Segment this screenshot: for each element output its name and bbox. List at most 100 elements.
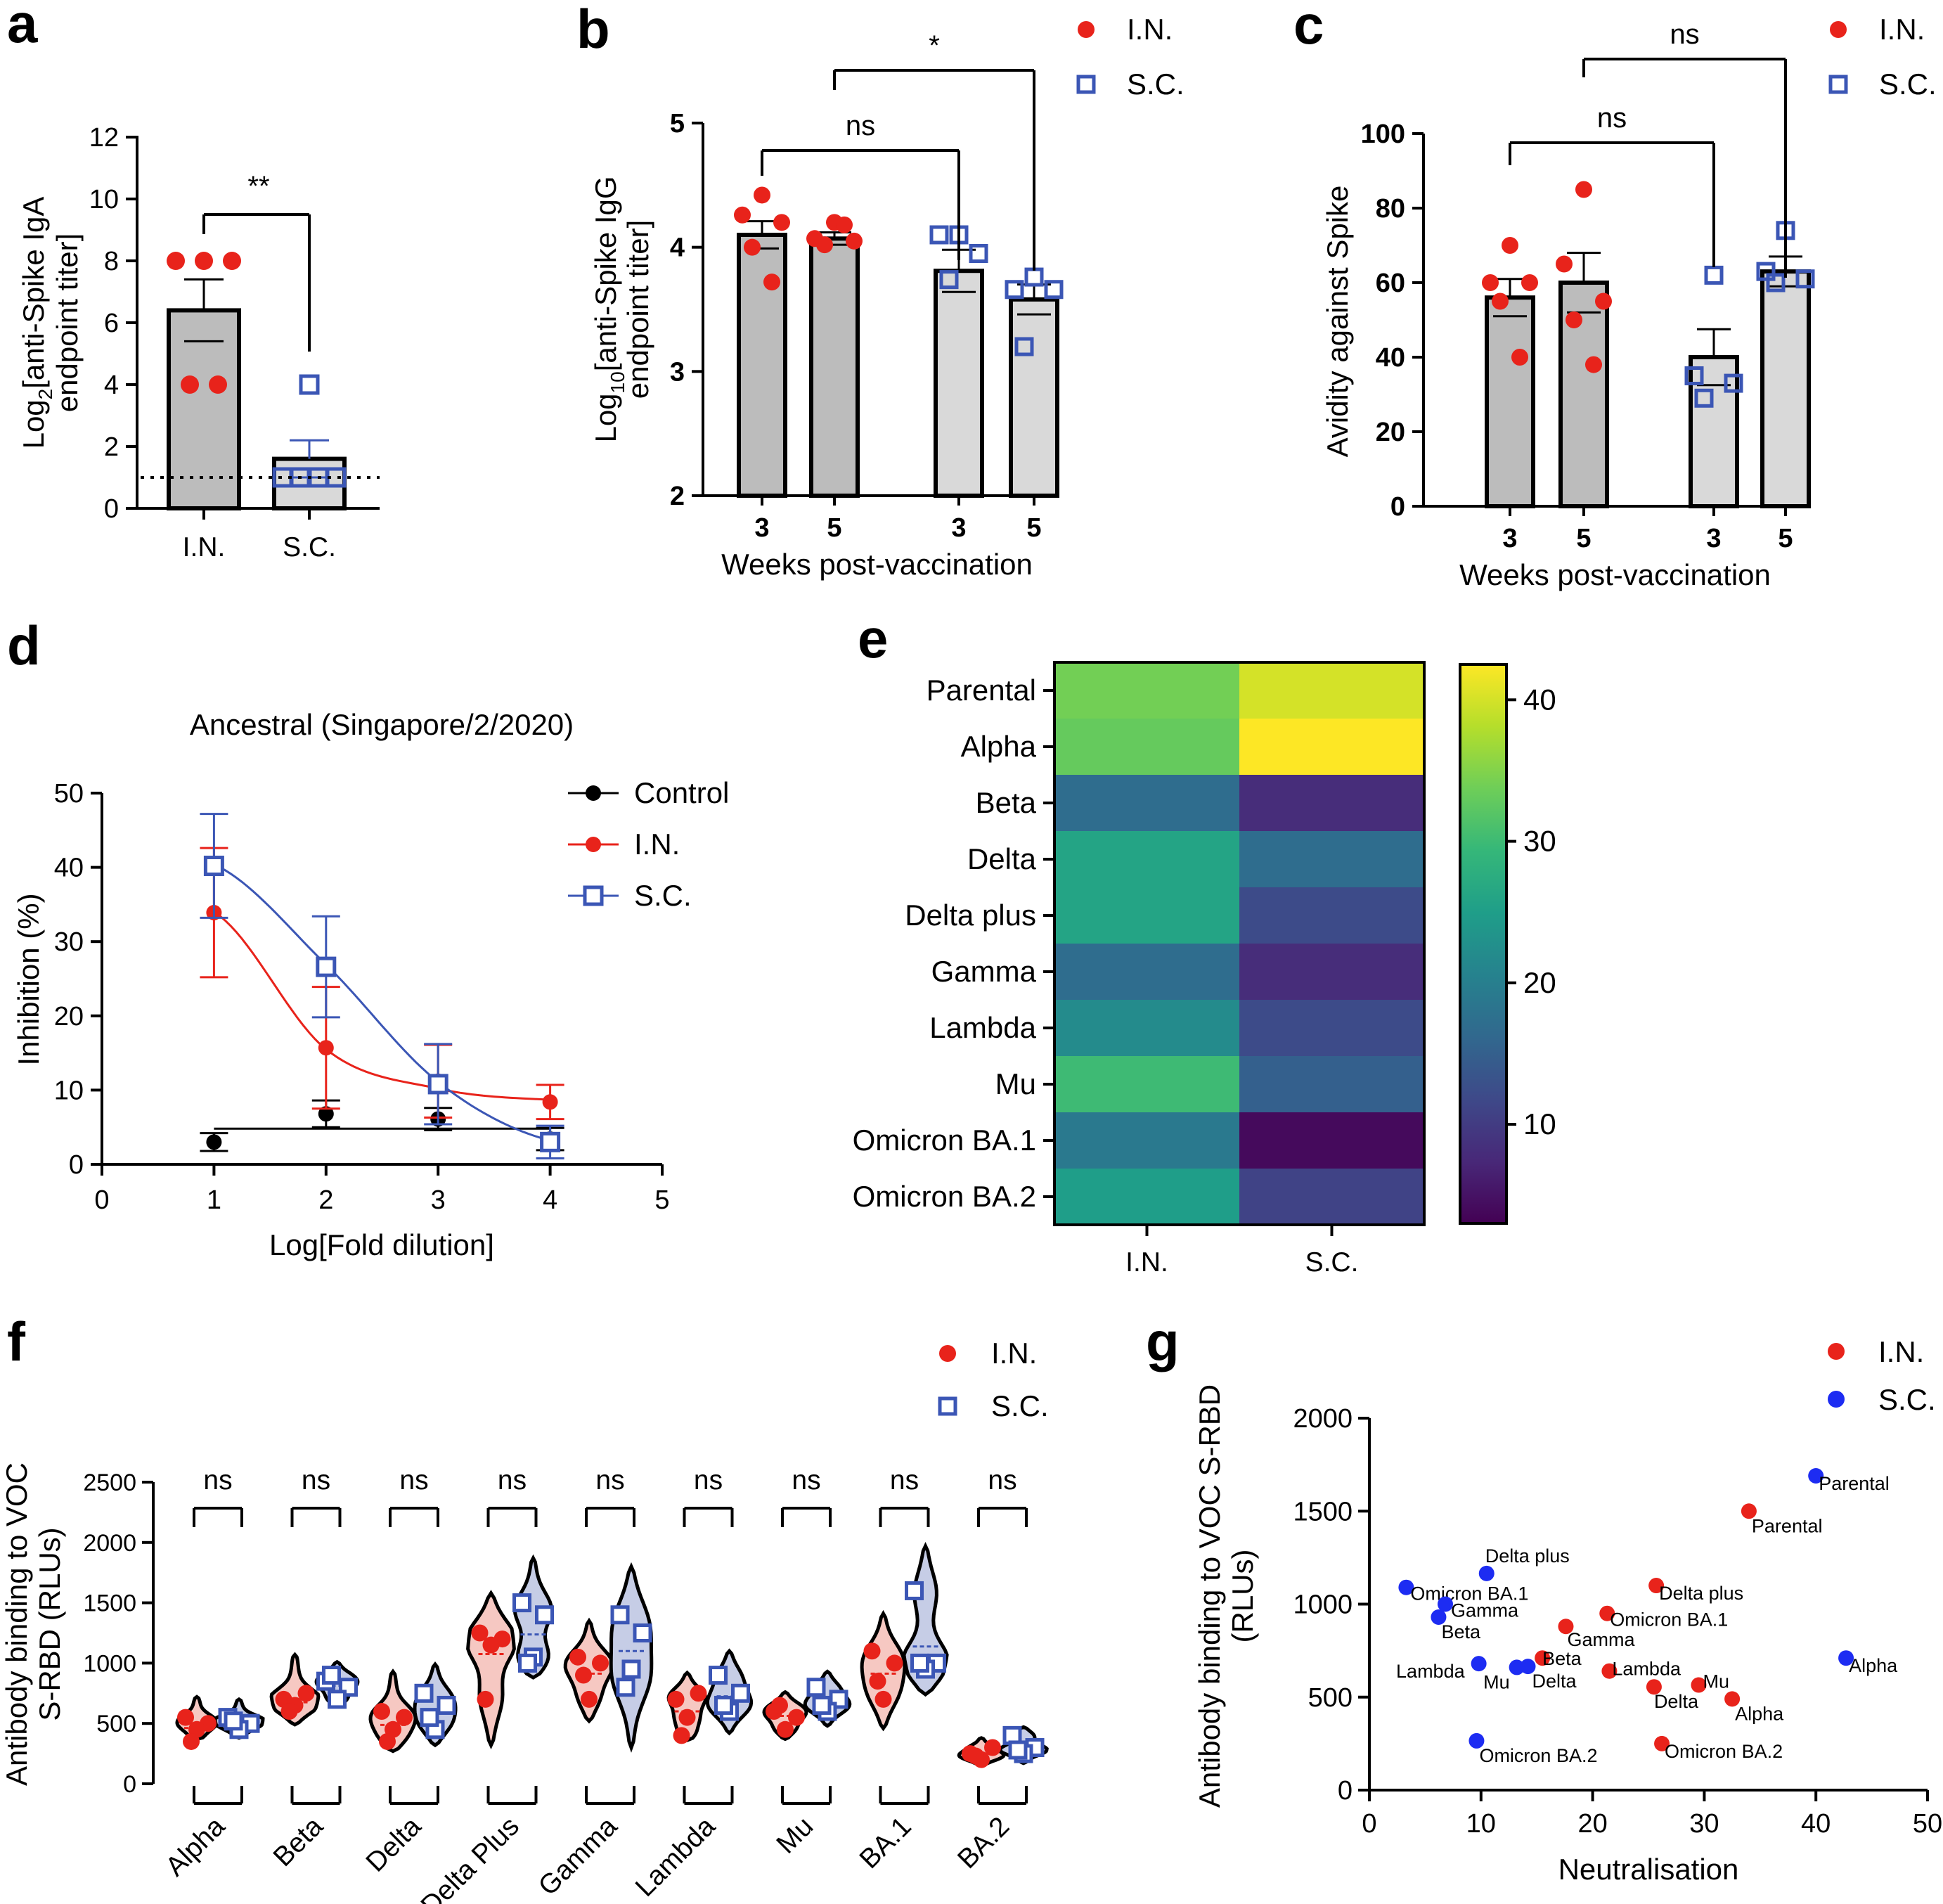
f-point-SC — [518, 1653, 537, 1673]
f-significance: ns — [595, 1465, 624, 1495]
d-xtick-label: 2 — [318, 1185, 333, 1215]
f-xtick-label: Mu — [771, 1811, 820, 1860]
f-point-IN — [569, 1648, 586, 1666]
e-colorbar — [1459, 663, 1508, 1225]
b-ytick-label: 5 — [670, 109, 685, 139]
c-legend-IN-marker — [1830, 21, 1847, 38]
d-fit-I.N. — [213, 911, 550, 1101]
c-ytick-label: 100 — [1361, 120, 1405, 149]
g-point-label: Gamma — [1451, 1600, 1519, 1621]
b-point-SC — [1024, 267, 1044, 287]
c-legend-IN: I.N. — [1879, 13, 1925, 46]
c-ytick-label: 0 — [1390, 492, 1405, 522]
g-legend-IN-marker — [1828, 1343, 1845, 1360]
f-point-SC — [1008, 1740, 1028, 1760]
b-point-SC — [1014, 337, 1034, 356]
a-y-label: Log2[anti-Spike IgA — [17, 197, 56, 449]
e-cell — [1054, 1112, 1240, 1169]
b-significance: * — [929, 30, 940, 61]
c-point-IN — [1521, 274, 1538, 291]
b-y-label-2: endpoint titer] — [621, 220, 654, 399]
a-bar — [167, 308, 241, 510]
c-legend-SC: S.C. — [1879, 67, 1937, 101]
g-point-IN — [1654, 1735, 1670, 1751]
g-point-label: Delta plus — [1485, 1545, 1570, 1567]
c-point-IN — [1502, 237, 1518, 254]
e-cell — [1054, 944, 1240, 1001]
b-legend-IN-marker — [1078, 21, 1095, 38]
f-point-IN — [396, 1709, 413, 1726]
g-ytick-label: 2000 — [1293, 1404, 1353, 1434]
f-point-SC — [812, 1695, 832, 1715]
d-point-IN — [542, 1094, 558, 1110]
b-significance: ns — [846, 110, 875, 141]
e-cell — [1054, 1000, 1240, 1057]
f-point-SC — [731, 1683, 750, 1703]
d-legend-marker — [583, 885, 604, 906]
g-legend-IN: I.N. — [1878, 1335, 1924, 1368]
b-point-SC — [969, 244, 988, 263]
c-point-IN — [1511, 349, 1528, 366]
c-point-IN — [1492, 292, 1509, 310]
f-xtick-label: Gamma — [533, 1811, 624, 1902]
panel-letter-c: c — [1293, 0, 1324, 56]
d-xtick-label: 3 — [431, 1185, 446, 1215]
a-point-IN — [167, 252, 185, 270]
g-point-SC — [1437, 1596, 1453, 1612]
c-point-SC — [1756, 262, 1776, 281]
b-point-IN — [734, 206, 751, 224]
f-point-IN — [280, 1703, 298, 1720]
f-point-IN — [788, 1709, 805, 1726]
f-point-IN — [581, 1690, 598, 1708]
g-y-label-2: (RLUs) — [1226, 1550, 1259, 1643]
g-xtick-label: 10 — [1466, 1809, 1496, 1839]
g-point-label: Alpha — [1849, 1655, 1898, 1676]
f-significance: ns — [890, 1465, 919, 1495]
c-significance: ns — [1670, 19, 1699, 50]
b-legend-SC: S.C. — [1127, 67, 1184, 101]
c-point-IN — [1556, 255, 1573, 273]
f-point-SC — [610, 1605, 630, 1625]
a-ytick-label: 8 — [104, 247, 119, 276]
f-y-label: Antibody binding to VOC — [0, 1462, 33, 1786]
b-point-SC — [1044, 280, 1064, 300]
c-ytick-label: 60 — [1376, 269, 1405, 298]
d-x-label: Log[Fold dilution] — [269, 1228, 494, 1261]
e-row-label: Delta plus — [905, 899, 1036, 932]
g-point-IN — [1558, 1619, 1574, 1635]
c-point-IN — [1566, 311, 1582, 328]
g-point-label: Lambda — [1396, 1661, 1466, 1682]
e-cell — [1239, 1112, 1425, 1169]
f-point-SC — [535, 1605, 554, 1625]
f-xtick-label: Delta Plus — [415, 1811, 525, 1904]
g-legend-SC-marker — [1828, 1391, 1845, 1408]
c-bar — [1760, 269, 1811, 508]
g-point-label: Omicron BA.1 — [1610, 1609, 1728, 1630]
g-ytick-label: 1500 — [1293, 1497, 1353, 1526]
f-ytick-label: 1000 — [83, 1650, 136, 1677]
g-point-label: Beta — [1441, 1621, 1481, 1642]
c-xtick-label: 3 — [1502, 524, 1517, 553]
g-point-label: Alpha — [1735, 1703, 1784, 1724]
b-point-IN — [754, 186, 770, 204]
f-point-IN — [575, 1666, 592, 1684]
f-legend-IN-marker — [939, 1345, 956, 1362]
a-y-label-2: endpoint titer] — [51, 233, 84, 413]
g-point-SC — [1478, 1565, 1495, 1581]
f-point-IN — [874, 1690, 892, 1708]
g-point-label: Lambda — [1612, 1659, 1681, 1680]
c-ytick-label: 20 — [1376, 418, 1405, 447]
a-ytick-label: 4 — [104, 371, 119, 400]
d-point-SC — [203, 855, 224, 876]
b-xtick-label: 3 — [754, 513, 769, 543]
f-point-IN — [592, 1654, 609, 1672]
d-legend-marker — [586, 785, 601, 801]
c-point-SC — [1694, 388, 1714, 408]
g-point-IN — [1601, 1663, 1618, 1679]
f-point-SC — [633, 1623, 652, 1642]
g-xtick-label: 20 — [1577, 1809, 1607, 1839]
f-legend-SC: S.C. — [991, 1389, 1049, 1422]
c-point-SC — [1724, 373, 1743, 393]
f-violin-IN — [368, 1668, 418, 1754]
e-cell — [1239, 887, 1425, 944]
